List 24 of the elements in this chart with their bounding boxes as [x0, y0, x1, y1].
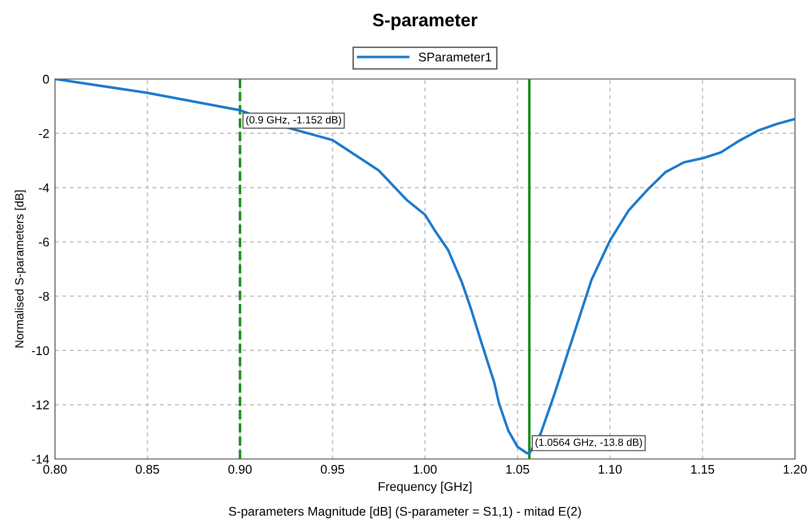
- y-tick-label: -10: [32, 346, 49, 356]
- y-tick-label: 0: [42, 74, 49, 84]
- y-tick-label: -6: [38, 238, 49, 247]
- annotation: (0.9 GHz, -1.152 dB): [246, 116, 342, 126]
- y-tick-label: -4: [38, 184, 50, 192]
- y-tick-label: -8: [38, 292, 49, 301]
- x-tick-label: 1.20: [784, 464, 807, 474]
- x-tick-label: 0.85: [136, 464, 160, 474]
- chart-title: S-parameter: [372, 14, 478, 30]
- x-tick-label: 1.10: [598, 464, 622, 474]
- x-tick-label: 0.95: [320, 464, 344, 474]
- annotation: (1.0564 GHz, -13.8 dB): [536, 438, 642, 448]
- y-axis-title: Normalised S-parameters [dB]: [14, 190, 26, 348]
- y-tick-label: -14: [32, 454, 50, 464]
- text: S-parameters Magnitude [dB] (S-parameter = S1,1) - mitad E(2): [228, 506, 581, 518]
- x-tick-label: 0.90: [228, 464, 252, 474]
- x-tick-label: 1.00: [414, 464, 437, 474]
- x-tick-label: 1.05: [506, 464, 530, 474]
- legend-label: SParameter1: [418, 52, 492, 62]
- y-tick-label: -12: [32, 400, 49, 410]
- y-tick-label: -2: [38, 129, 49, 138]
- x-tick-label: 1.15: [691, 465, 714, 474]
- x-axis-title: Frequency [GHz]: [378, 482, 472, 494]
- x-tick-label: 0.80: [43, 464, 67, 474]
